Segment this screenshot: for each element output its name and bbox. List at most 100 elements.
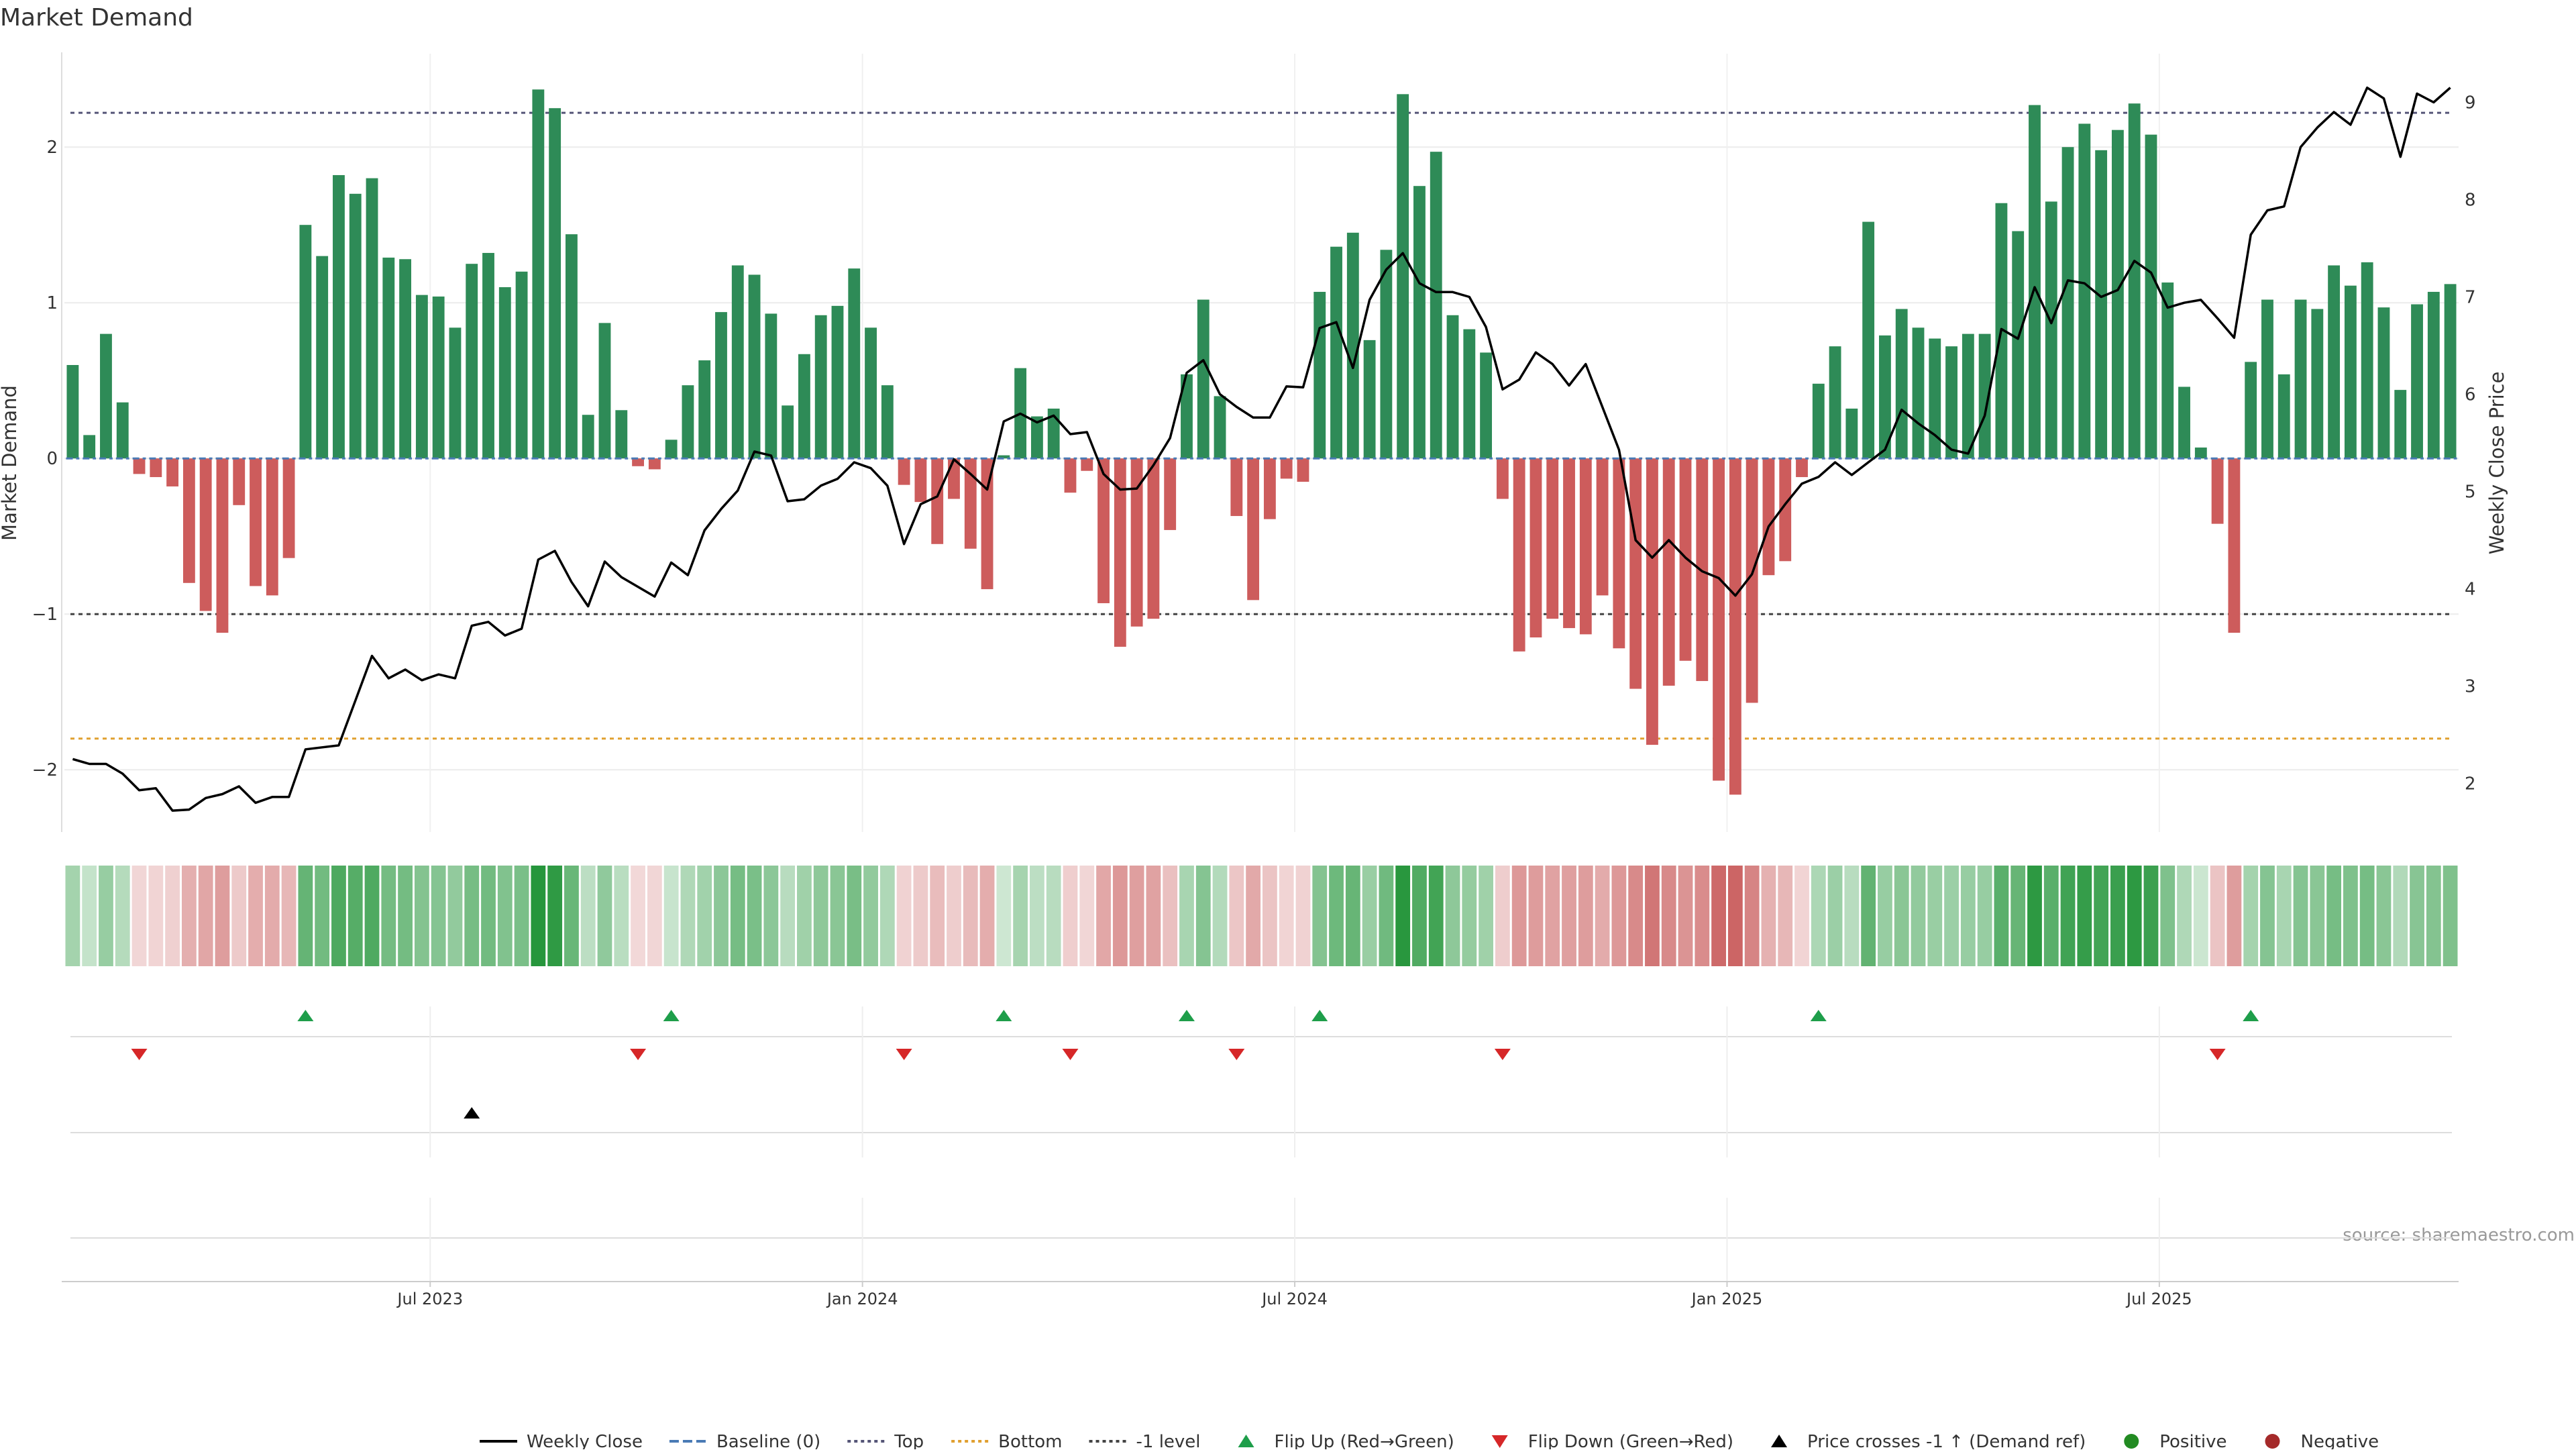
- positive-bar: [2261, 299, 2273, 459]
- positive-bar: [1879, 335, 1891, 459]
- legend-swatch-positive: [2124, 1434, 2139, 1449]
- source-note: source: sharemaestro.com: [2343, 1225, 2575, 1245]
- heat-cell: [2376, 866, 2392, 966]
- y2-tick-label: 5: [2465, 482, 2476, 503]
- positive-bar: [665, 439, 678, 459]
- negative-bar: [648, 458, 661, 470]
- heat-cell: [1727, 866, 1743, 966]
- legend-swatch-flip-up: [1238, 1435, 1254, 1447]
- positive-bar: [2277, 374, 2290, 459]
- heat-cell: [2359, 866, 2375, 966]
- positive-bar: [1397, 94, 1409, 459]
- negative-bar: [964, 458, 977, 549]
- positive-bar: [814, 315, 827, 459]
- heat-cell: [414, 866, 429, 966]
- positive-bar: [748, 274, 761, 459]
- heat-cell: [2127, 866, 2142, 966]
- positive-bar: [1413, 186, 1426, 459]
- legend-swatch-price-cross: [1771, 1435, 1788, 1447]
- heat-cell: [879, 866, 895, 966]
- negative-bar: [1513, 458, 1525, 652]
- y2-tick-label: 9: [2465, 93, 2476, 113]
- x-tick-label: Jan 2025: [1690, 1290, 1763, 1308]
- heat-cell: [1279, 866, 1294, 966]
- legend-label: Price crosses -1 ↑ (Demand ref): [1807, 1432, 2086, 1449]
- legend-label: Top: [894, 1432, 924, 1449]
- heat-cell: [1246, 866, 1260, 966]
- heat-cell: [1362, 866, 1377, 966]
- heat-cell: [896, 866, 912, 966]
- heat-cell: [1695, 866, 1710, 966]
- negative-bar: [1696, 458, 1709, 681]
- flip-down-marker: [896, 1049, 912, 1060]
- legend-label: Negative: [2301, 1432, 2379, 1449]
- heat-cell: [2293, 866, 2308, 966]
- negative-bar: [182, 458, 195, 583]
- heat-cell: [1013, 866, 1028, 966]
- positive-bar: [1978, 333, 1991, 459]
- heat-cell: [2043, 866, 2059, 966]
- positive-bar: [765, 313, 777, 459]
- heat-cell: [1046, 866, 1061, 966]
- negative-bar: [1796, 458, 1808, 478]
- positive-bar: [2311, 309, 2324, 459]
- positive-bar: [498, 287, 511, 459]
- negative-bar: [266, 458, 278, 596]
- heat-cell: [364, 866, 380, 966]
- positive-bar: [2344, 285, 2357, 459]
- heat-cell: [2276, 866, 2292, 966]
- positive-bar: [1929, 338, 1941, 459]
- negative-bar: [282, 458, 295, 558]
- negative-bar: [981, 458, 994, 590]
- heat-cell: [2410, 866, 2424, 966]
- positive-bar: [2427, 291, 2440, 459]
- y-tick-label: 0: [46, 449, 58, 469]
- positive-bar: [449, 327, 462, 459]
- positive-bar: [83, 435, 96, 459]
- positive-bar: [2377, 307, 2390, 459]
- negative-bar: [1546, 458, 1559, 619]
- heat-cell: [1794, 866, 1809, 966]
- heat-cell: [747, 866, 762, 966]
- negative-bar: [199, 458, 212, 611]
- heat-cell: [1844, 866, 1860, 966]
- positive-bar: [1047, 408, 1060, 459]
- heat-cell: [763, 866, 779, 966]
- legend-item: Weekly Close: [480, 1432, 643, 1452]
- heat-cell: [1146, 866, 1161, 966]
- heat-cell: [2160, 866, 2176, 966]
- negative-bar: [1130, 458, 1143, 627]
- demand-heat-strip: [65, 866, 2458, 966]
- legend-label: Bottom: [998, 1432, 1062, 1449]
- heat-cell: [2110, 866, 2125, 966]
- heat-cell: [730, 866, 745, 966]
- positive-bar: [299, 225, 312, 459]
- legend-label: Weekly Close: [527, 1432, 643, 1449]
- positive-bar: [1463, 329, 1476, 459]
- flip-down-marker: [630, 1049, 647, 1060]
- positive-bar: [2078, 123, 2091, 459]
- legend-item: Top: [847, 1432, 924, 1452]
- heat-cell: [647, 866, 662, 966]
- heat-cell: [780, 866, 796, 966]
- negative-bar: [1646, 458, 1658, 745]
- heat-cell: [1927, 866, 1943, 966]
- heat-cell: [663, 866, 679, 966]
- y-tick-label: 2: [46, 138, 58, 158]
- heat-cell: [847, 866, 862, 966]
- legend-swatch-flip-down: [1491, 1435, 1508, 1448]
- heat-cell: [1595, 866, 1610, 966]
- heat-cell: [1479, 866, 1493, 966]
- legend-swatch-negative: [2265, 1434, 2280, 1449]
- heat-cell: [1395, 866, 1411, 966]
- y2-tick-label: 2: [2465, 774, 2476, 794]
- heat-cell: [1528, 866, 1544, 966]
- heat-cell: [2326, 866, 2342, 966]
- negative-bar: [931, 458, 944, 544]
- heat-cell: [65, 866, 80, 966]
- y2-tick-label: 7: [2465, 288, 2476, 308]
- positive-bar: [1430, 152, 1442, 459]
- negative-bar: [1064, 458, 1077, 493]
- positive-bar: [482, 252, 494, 459]
- negative-bar: [1613, 458, 1625, 649]
